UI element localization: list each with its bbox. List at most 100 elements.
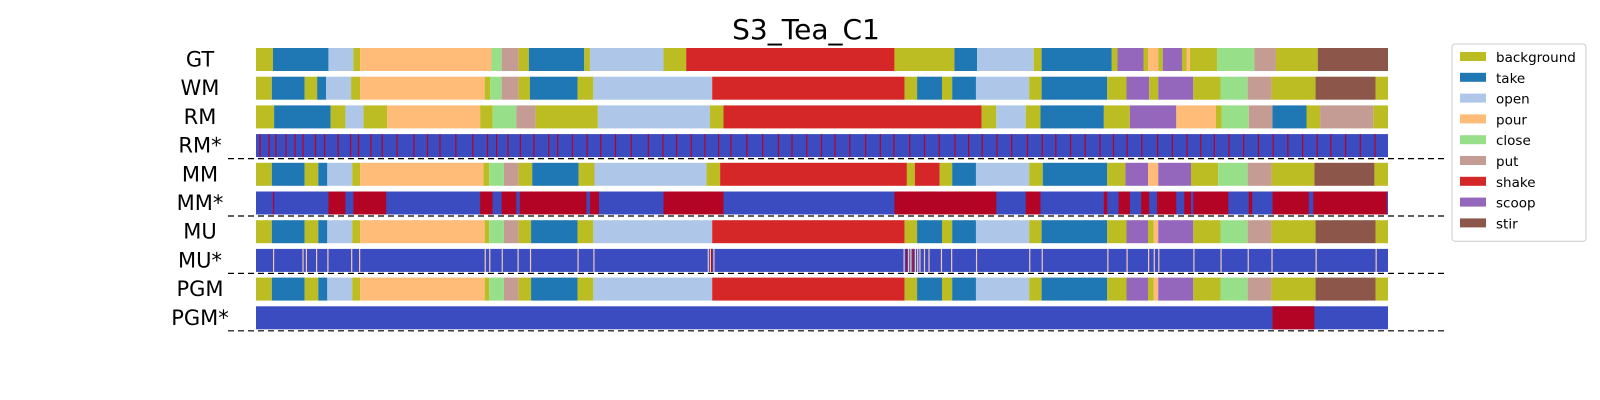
uncertainty-mark-rm-star-61 <box>1084 134 1086 158</box>
segment-mm-5-background <box>352 162 361 186</box>
segment-rm-19-pour <box>1176 105 1216 129</box>
row-label-mu-star: MU* <box>178 248 222 272</box>
segment-wm-19-open <box>975 76 1030 100</box>
uncertainty-mark-rm-star-37 <box>730 134 732 158</box>
uncertainty-mark-mu-star-21 <box>910 248 912 272</box>
uncertainty-mark-rm-star-48 <box>893 134 895 158</box>
uncertainty-mark-mu-star-39 <box>1220 248 1222 272</box>
segment-gt-14-take <box>954 48 978 71</box>
legend-label-open: open <box>1496 92 1530 108</box>
legend-label-close: close <box>1496 133 1531 149</box>
segment-wm-27-close <box>1220 76 1248 100</box>
segment-wm-21-take <box>1041 76 1108 100</box>
segment-mm-17-shake <box>914 162 940 186</box>
uncertainty-mark-mm-star-14 <box>1184 191 1192 215</box>
segment-mm-30-background <box>1271 162 1315 186</box>
segment-mu-25-pour <box>1153 220 1159 244</box>
segment-pgm-5-background <box>352 277 361 301</box>
uncertainty-mark-rm-star-19 <box>486 134 489 158</box>
segment-rm-10-open <box>597 105 710 129</box>
segment-gt-0-background <box>256 48 273 71</box>
segment-wm-15-background <box>904 76 918 100</box>
segment-mu-23-scoop <box>1126 220 1149 244</box>
uncertainty-mark-rm-star-15 <box>426 134 429 158</box>
segment-mm-32-background <box>1374 162 1388 186</box>
segment-mm-7-background <box>483 162 490 186</box>
segment-mm-16-background <box>906 162 915 186</box>
segment-mm-2-background <box>304 162 319 186</box>
uncertainty-mark-rm-star-16 <box>439 134 441 158</box>
segment-pgm-31-stir <box>1315 277 1376 301</box>
segment-mm-21-background <box>1029 162 1043 186</box>
segment-mm-19-take <box>952 162 976 186</box>
uncertainty-mark-pgm-star-0 <box>1272 306 1315 330</box>
uncertainty-mark-mu-star-1 <box>302 248 304 272</box>
uncertainty-mark-mu-star-34 <box>1126 248 1128 272</box>
uncertainty-mark-mm-star-3 <box>480 191 493 215</box>
segment-pgm-18-take <box>952 277 976 301</box>
segment-mu-10-background <box>518 220 532 244</box>
segment-rm-15-background <box>1025 105 1041 129</box>
uncertainty-mark-mm-star-11 <box>1118 191 1130 215</box>
segment-mu-9-put <box>503 220 519 244</box>
uncertainty-mark-rm-star-24 <box>548 134 550 158</box>
segment-wm-31-background <box>1375 76 1388 100</box>
uncertainty-mark-rm-star-44 <box>834 134 836 158</box>
segment-wm-2-background <box>304 76 318 100</box>
segment-gt-13-background <box>894 48 955 71</box>
uncertainty-mark-mu-star-43 <box>1375 248 1377 272</box>
segment-rm-21-close <box>1221 105 1249 129</box>
segment-mu-24-background <box>1148 220 1154 244</box>
uncertainty-mark-rm-star-20 <box>495 134 498 158</box>
uncertainty-mark-rm-star-75 <box>1287 134 1289 158</box>
segment-mm-13-open <box>594 162 707 186</box>
uncertainty-mark-mu-star-31 <box>1029 248 1031 272</box>
segment-pgm-14-shake <box>712 277 905 301</box>
segment-mm-14-background <box>706 162 721 186</box>
uncertainty-mark-mu-star-26 <box>923 248 926 272</box>
segment-rm-23-take <box>1272 105 1307 129</box>
uncertainty-mark-rm-star-72 <box>1243 134 1245 158</box>
uncertainty-mark-rm-star-35 <box>704 134 706 158</box>
segment-mu-26-scoop <box>1158 220 1194 244</box>
uncertainty-mark-rm-star-66 <box>1157 134 1159 158</box>
legend-swatch-pour <box>1460 114 1486 124</box>
segment-mm-11-take <box>532 162 579 186</box>
segment-wm-7-background <box>484 76 491 100</box>
uncertainty-mark-mm-star-16 <box>1248 191 1253 215</box>
segment-gt-25-pour <box>1186 48 1190 71</box>
uncertainty-mark-rm-star-47 <box>879 134 881 158</box>
uncertainty-mark-rm-star-55 <box>996 134 998 158</box>
segment-wm-30-stir <box>1315 76 1376 100</box>
uncertainty-mark-mu-star-20 <box>908 248 910 272</box>
segment-mu-30-background <box>1271 220 1316 244</box>
legend-label-take: take <box>1496 71 1525 87</box>
row-rm-star: RM* <box>178 134 1444 160</box>
segment-mm-15-shake <box>720 162 907 186</box>
segment-pgm-6-pour <box>360 277 485 301</box>
chart-title: S3_Tea_C1 <box>732 13 880 46</box>
segment-gt-18-background <box>1111 48 1118 71</box>
uncertainty-mark-mu-star-28 <box>940 248 943 272</box>
segment-gt-8-take <box>528 48 585 71</box>
uncertainty-mark-rm-star-52 <box>954 134 956 158</box>
uncertainty-mark-mu-star-0 <box>272 248 275 272</box>
uncertainty-mark-mu-star-40 <box>1247 248 1249 272</box>
uncertainty-mark-mu-star-23 <box>914 248 917 272</box>
uncertainty-mark-mu-star-18 <box>903 248 905 272</box>
segment-wm-8-close <box>490 76 502 100</box>
uncertainty-mark-rm-star-38 <box>746 134 748 158</box>
uncertainty-mark-rm-star-27 <box>586 134 588 158</box>
uncertainty-mark-mm-star-13 <box>1157 191 1177 215</box>
uncertainty-mark-rm-star-11 <box>370 134 372 158</box>
uncertainty-mark-rm-star-53 <box>968 134 970 158</box>
uncertainty-mark-mu-star-2 <box>305 248 308 272</box>
segment-pgm-16-take <box>917 277 942 301</box>
uncertainty-mark-mm-star-1 <box>328 191 346 215</box>
segment-mu-4-open <box>327 220 353 244</box>
row-rm: RM <box>184 105 1388 129</box>
segment-rm-24-background <box>1306 105 1321 129</box>
row-label-pgm: PGM <box>176 277 223 301</box>
segment-mm-20-open <box>975 162 1030 186</box>
uncertainty-mark-rm-star-56 <box>1011 134 1013 158</box>
